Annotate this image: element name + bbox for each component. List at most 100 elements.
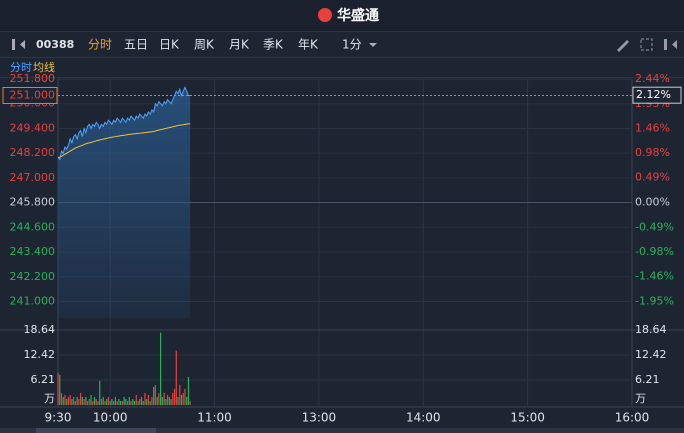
volume-bar bbox=[69, 394, 71, 405]
header-bar bbox=[0, 0, 684, 31]
volume-bar bbox=[130, 400, 132, 405]
tab[interactable]: 月K bbox=[229, 38, 250, 52]
volume-bar bbox=[90, 394, 92, 405]
fullscreen-icon[interactable] bbox=[640, 38, 653, 51]
vol-tick-label: 18.64 bbox=[635, 323, 667, 336]
volume-bar bbox=[128, 396, 130, 405]
volume-bar bbox=[111, 398, 113, 405]
volume-bar bbox=[73, 396, 75, 405]
volume-bar bbox=[114, 396, 116, 405]
price-box bbox=[2, 86, 58, 104]
interval[interactable]: 1分 bbox=[342, 38, 362, 52]
volume-bar bbox=[85, 396, 87, 405]
volume-bar bbox=[189, 400, 191, 405]
scroll-thumb[interactable] bbox=[36, 428, 156, 433]
x-tick-label: 16:00 bbox=[615, 411, 650, 425]
logo-icon bbox=[318, 8, 332, 22]
volume-bar bbox=[116, 400, 118, 405]
volume-bar bbox=[93, 396, 96, 405]
y-tick-label: 244.600 bbox=[10, 220, 56, 233]
vol-unit: 万 bbox=[44, 392, 55, 405]
volume-bar bbox=[160, 332, 162, 405]
volume-bar bbox=[173, 388, 176, 405]
legend-item: 均线 bbox=[33, 60, 55, 74]
volume-bar bbox=[104, 400, 106, 405]
volume-bar bbox=[179, 384, 181, 405]
volume-bar bbox=[57, 372, 59, 405]
y-tick-label: 247.000 bbox=[10, 171, 56, 184]
dropdown-arrow[interactable] bbox=[369, 43, 377, 47]
brand: 华盛通 bbox=[337, 7, 379, 24]
price-line bbox=[57, 85, 191, 161]
panel-icon[interactable] bbox=[664, 39, 667, 50]
volume-bar bbox=[153, 386, 155, 405]
price-area bbox=[58, 87, 191, 318]
volume-bar bbox=[81, 396, 83, 405]
volume-bar bbox=[76, 396, 78, 405]
y-tick-label: 248.200 bbox=[10, 146, 56, 159]
y-tick-label: 243.400 bbox=[10, 245, 56, 258]
volume-bar bbox=[83, 398, 85, 405]
volume-bar bbox=[175, 350, 177, 405]
tab[interactable]: 五日 bbox=[124, 38, 148, 52]
vol-tick-label: 6.21 bbox=[635, 373, 660, 386]
collapse-arrow[interactable] bbox=[20, 40, 25, 49]
volume-bar bbox=[74, 400, 76, 405]
volume-bar bbox=[102, 396, 104, 405]
volume-bar bbox=[80, 392, 82, 405]
volume-bar bbox=[120, 400, 122, 405]
y2-tick-label: -1.95% bbox=[635, 294, 674, 307]
tab[interactable]: 周K bbox=[194, 38, 215, 52]
y2-tick-label: 0.98% bbox=[635, 146, 670, 159]
last-price: 251.000 bbox=[10, 88, 56, 101]
volume-bar bbox=[163, 392, 165, 405]
x-tick-label: 10:00 bbox=[93, 411, 128, 425]
draw-icon[interactable] bbox=[617, 40, 629, 52]
volume-bar bbox=[132, 398, 134, 405]
panel-arrow[interactable] bbox=[672, 40, 677, 49]
vol-unit: 万 bbox=[635, 392, 646, 405]
y-tick-label: 251.800 bbox=[10, 72, 56, 85]
tab[interactable]: 分时 bbox=[88, 38, 112, 52]
stock-code: 00388 bbox=[36, 38, 74, 51]
volume-bar bbox=[64, 394, 66, 405]
change-box bbox=[632, 86, 682, 104]
y2-tick-label: 0.49% bbox=[635, 171, 670, 184]
volume-bar bbox=[177, 396, 179, 405]
tab[interactable]: 日K bbox=[159, 38, 180, 52]
volume-bar bbox=[156, 396, 158, 405]
volume-bar bbox=[97, 400, 99, 405]
volume-bar bbox=[92, 400, 94, 405]
volume-bar bbox=[133, 400, 136, 405]
vol-tick-label: 18.64 bbox=[24, 323, 56, 336]
last-change: 2.12% bbox=[636, 88, 671, 101]
volume-bar bbox=[149, 400, 151, 405]
volume-bar bbox=[106, 398, 108, 405]
tab[interactable]: 年K bbox=[298, 38, 319, 52]
volume-bar bbox=[59, 374, 61, 405]
collapse-icon[interactable] bbox=[12, 39, 15, 50]
tab[interactable]: 季K bbox=[263, 38, 284, 52]
volume-bar bbox=[146, 398, 148, 405]
volume-bar bbox=[182, 392, 184, 405]
vol-tick-label: 6.21 bbox=[31, 373, 56, 386]
volume-bar bbox=[113, 400, 115, 405]
volume-bar bbox=[78, 398, 80, 405]
plot: 9:30 10:00 11:00 13:00 14:00 15:00 16:00 251.80… bbox=[0, 72, 684, 425]
y-tick-label: 245.800 bbox=[10, 196, 56, 209]
volume-bar bbox=[71, 398, 73, 405]
volume-bar bbox=[100, 398, 103, 405]
volume-bar bbox=[187, 376, 190, 405]
tabs: 分时 五日 日K 周K 月K 季K 年K bbox=[88, 38, 319, 52]
vol-tick-label: 12.42 bbox=[24, 348, 56, 361]
x-tick-label: 11:00 bbox=[197, 411, 232, 425]
volume-bar bbox=[184, 388, 186, 405]
volume-bar bbox=[118, 398, 120, 405]
volume-bar bbox=[161, 396, 163, 405]
volume-bar bbox=[140, 396, 143, 405]
volume-bar bbox=[123, 396, 125, 405]
volume-bar bbox=[67, 396, 70, 405]
scrollbar[interactable] bbox=[0, 428, 684, 433]
y2-tick-label: 1.46% bbox=[635, 122, 670, 135]
